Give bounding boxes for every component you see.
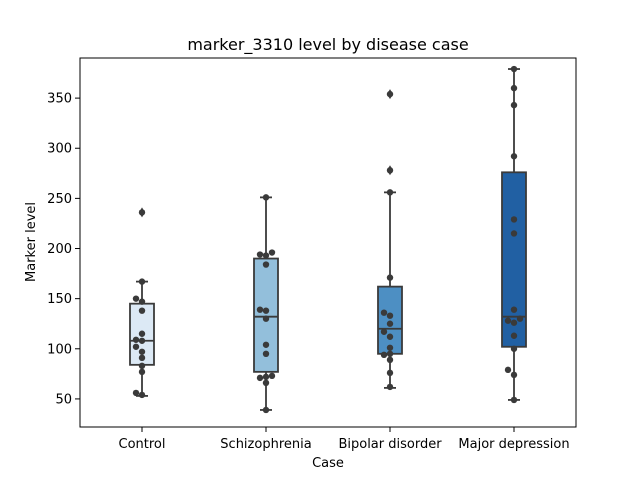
data-point: [262, 261, 270, 268]
data-point: [262, 341, 270, 348]
data-point: [510, 153, 518, 160]
data-point: [138, 348, 146, 355]
data-point: [386, 312, 394, 319]
data-point: [386, 369, 394, 377]
data-point: [510, 65, 518, 73]
data-point: [386, 350, 394, 358]
x-tick-label: Schizophrenia: [220, 437, 311, 452]
chart-title: marker_3310 level by disease case: [187, 35, 468, 55]
data-point: [386, 344, 394, 351]
data-point: [138, 362, 146, 370]
data-point: [510, 371, 518, 379]
data-point: [268, 372, 276, 380]
data-point: [138, 209, 146, 216]
y-tick-label: 350: [47, 92, 72, 107]
box-group-bipolar-disorder: [377, 89, 403, 391]
data-point: [510, 101, 518, 109]
data-point: [256, 374, 264, 382]
data-point: [138, 354, 146, 362]
data-point: [138, 278, 146, 285]
data-point: [386, 274, 394, 281]
x-tick-label: Control: [119, 437, 166, 452]
y-axis-label: Marker level: [24, 202, 39, 282]
data-point: [138, 307, 146, 314]
data-point: [510, 345, 518, 352]
data-point: [386, 356, 394, 364]
data-point: [262, 379, 270, 387]
y-tick-label: 200: [47, 242, 72, 257]
data-point: [510, 396, 518, 404]
box-group-major-depression: [501, 65, 527, 404]
data-point: [262, 194, 270, 201]
y-tick-label: 50: [55, 392, 72, 407]
data-point: [262, 406, 270, 414]
box-group-control: [129, 207, 155, 399]
data-point: [132, 343, 140, 350]
data-point: [256, 306, 264, 313]
data-point: [380, 328, 388, 335]
data-point: [138, 368, 146, 376]
data-point: [516, 315, 524, 322]
data-point: [256, 251, 264, 258]
data-point: [262, 350, 270, 358]
data-point: [386, 90, 394, 98]
data-point: [504, 366, 512, 374]
data-point: [386, 189, 394, 196]
iqr-box: [377, 285, 403, 355]
x-tick-label: Major depression: [458, 437, 569, 452]
data-point: [380, 309, 388, 316]
data-point: [138, 337, 146, 344]
data-point: [262, 252, 270, 259]
data-point: [510, 319, 518, 326]
data-point: [504, 317, 512, 324]
data-point: [132, 336, 140, 343]
x-tick-label: Bipolar disorder: [338, 437, 442, 452]
data-point: [262, 373, 270, 381]
data-point: [510, 216, 518, 223]
y-tick-label: 300: [47, 142, 72, 157]
data-point: [132, 295, 140, 302]
data-point: [510, 84, 518, 92]
plot-layer: [129, 65, 527, 414]
data-point: [262, 315, 270, 322]
data-point: [138, 298, 146, 305]
axis-layer: 50 100 150 200 250 300 350 Control Schizophrenia…: [47, 92, 569, 452]
data-point: [510, 306, 518, 313]
data-point: [268, 249, 276, 256]
data-point: [510, 332, 518, 339]
data-point: [132, 389, 140, 397]
data-point: [386, 383, 394, 391]
data-point: [386, 320, 394, 327]
y-tick-label: 250: [47, 192, 72, 207]
y-tick-label: 150: [47, 292, 72, 307]
plot-area-frame: [79, 57, 577, 428]
data-point: [138, 391, 146, 399]
data-point: [380, 351, 388, 359]
box-group-schizophrenia: [253, 194, 279, 414]
data-point: [262, 307, 270, 314]
data-point: [386, 167, 394, 174]
data-point: [138, 330, 146, 337]
data-point: [386, 333, 394, 340]
y-tick-label: 100: [47, 342, 72, 357]
x-axis-label: Case: [312, 456, 344, 471]
data-point: [510, 230, 518, 237]
